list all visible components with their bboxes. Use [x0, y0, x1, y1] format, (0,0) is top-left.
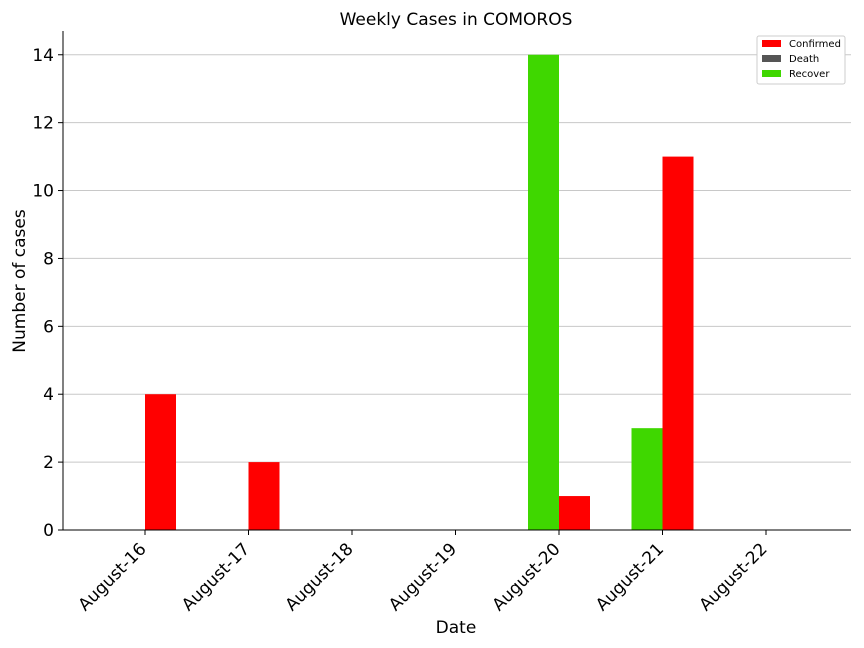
legend-label-recover: Recover — [789, 69, 830, 80]
y-tick-label-12: 12 — [32, 114, 54, 134]
legend: Confirmed Death Recover — [756, 35, 846, 85]
legend-swatch-death — [762, 55, 781, 62]
y-ticks: 0 2 4 6 8 10 12 14 — [32, 46, 63, 541]
y-tick-label-14: 14 — [32, 46, 54, 66]
y-tick-label-0: 0 — [43, 521, 54, 541]
y-tick-label-6: 6 — [43, 317, 54, 337]
legend-label-confirmed: Confirmed — [789, 39, 841, 50]
x-tick-label-august-20: August-20 — [489, 539, 565, 615]
bar-recover-august-21 — [631, 428, 663, 530]
y-axis-label: Number of cases — [10, 209, 30, 353]
x-tick-label-august-16: August-16 — [75, 539, 151, 615]
bar-confirmed-august-17 — [248, 462, 280, 530]
bar-confirmed-august-20 — [559, 496, 590, 530]
x-axis-label: Date — [436, 618, 477, 638]
gridlines — [63, 54, 851, 463]
y-tick-label-8: 8 — [43, 249, 54, 269]
y-tick-label-10: 10 — [32, 182, 54, 202]
axes — [62, 31, 851, 531]
legend-label-death: Death — [789, 54, 819, 65]
x-tick-label-august-17: August-17 — [178, 539, 254, 615]
y-tick-label-2: 2 — [43, 453, 54, 473]
legend-swatch-recover — [762, 70, 781, 77]
x-ticks: August-16 August-17 August-18 August-19 Augu… — [75, 530, 772, 615]
y-tick-label-4: 4 — [43, 385, 54, 405]
x-tick-label-august-18: August-18 — [282, 539, 358, 615]
legend-swatch-confirmed — [762, 40, 781, 47]
chart-title: Weekly Cases in COMOROS — [340, 10, 573, 30]
bar-confirmed-august-21 — [662, 156, 694, 530]
x-tick-label-august-19: August-19 — [385, 539, 461, 615]
bars — [145, 54, 694, 531]
x-tick-label-august-22: August-22 — [696, 539, 772, 615]
bar-recover-august-20 — [528, 54, 559, 531]
x-tick-label-august-21: August-21 — [592, 539, 668, 615]
bar-confirmed-august-16 — [145, 394, 176, 530]
